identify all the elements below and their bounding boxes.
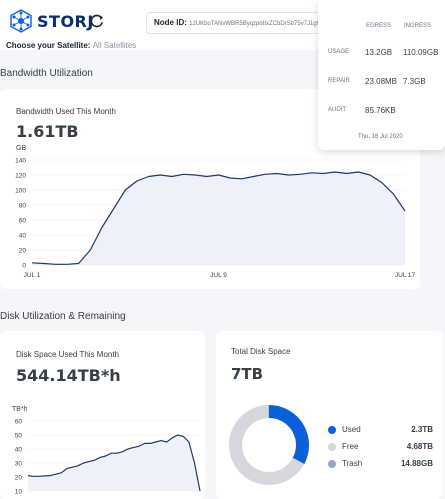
- pie-slice-trash: [268, 405, 269, 419]
- legend-label: Used: [342, 425, 361, 434]
- legend-dot: [328, 425, 336, 434]
- legend-value: 14.88GB: [400, 459, 433, 468]
- legend-value: 2.3TB: [411, 425, 433, 434]
- storj-logo[interactable]: STORJ: [9, 9, 94, 33]
- popup-row-label: USAGE: [328, 49, 350, 55]
- pie-slice-used: [269, 405, 309, 465]
- series-line: [31, 171, 406, 265]
- y-tick-label: 100: [15, 188, 26, 195]
- node-id-value: 12UKboTANvWBR5ByqzpotIxZCbDrSb75v7J1g9sV: [189, 21, 328, 27]
- area-fill: [32, 172, 405, 265]
- popup-header-egress: EGRESS: [366, 23, 392, 29]
- y-tick-label: 10: [15, 489, 23, 496]
- total-disk-card-label: Total Disk Space: [231, 347, 291, 356]
- x-tick-label: JUL 1: [24, 272, 41, 279]
- popup-row-ingress: 110.09GB: [403, 48, 439, 57]
- node-id-field[interactable]: Node ID: 12UKboTANvWBR5ByqzpotIxZCbDrSb7…: [146, 12, 336, 34]
- disk-chart: TB*h 10 20 30 40 50 60: [12, 406, 201, 496]
- legend-item-used: Used: [328, 425, 361, 434]
- storj-logo-icon: [10, 9, 32, 33]
- y-tick-label: 140: [15, 158, 26, 165]
- y-tick-label: 120: [15, 173, 26, 180]
- y-tick-label: 60: [19, 218, 27, 225]
- legend-dot: [328, 442, 336, 451]
- area-fill: [28, 435, 200, 491]
- legend-label: Trash: [342, 459, 363, 468]
- bandwidth-card-label: Bandwidth Used This Month: [16, 107, 116, 116]
- logo-text: STORJ: [37, 11, 94, 31]
- popup-header-ingress: INGRESS: [404, 23, 432, 29]
- node-id-label: Node ID:: [154, 18, 187, 27]
- popup-row-egress: 85.76KB: [365, 106, 396, 115]
- y-tick-label: 80: [19, 203, 27, 210]
- y-axis-unit: TB*h: [12, 406, 28, 413]
- total-disk-donut: [229, 405, 309, 485]
- disk-section-title: Disk Utilization & Remaining: [0, 311, 126, 322]
- popup-row-egress: 13.2GB: [365, 48, 393, 57]
- satellite-label: Choose your Satellite:: [6, 41, 91, 50]
- pie-slice-free: [229, 405, 305, 485]
- disk-card-label: Disk Space Used This Month: [16, 350, 120, 359]
- legend-label: Free: [342, 442, 359, 451]
- y-tick-label: 20: [19, 248, 27, 255]
- bandwidth-section-title: Bandwidth Utilization: [0, 68, 93, 79]
- bandwidth-chart: GB 0 20 40 60 80 100 120 140 JUL 1 JUL 9 JUL 17: [15, 145, 416, 279]
- legend-value: 4.68TB: [406, 442, 433, 451]
- y-tick-label: 40: [15, 447, 23, 454]
- popup-row-label: REPAIR: [328, 78, 350, 84]
- y-tick-label: 50: [15, 433, 23, 440]
- y-tick-label: 60: [15, 419, 23, 426]
- x-tick-label: JUL 17: [395, 272, 416, 279]
- disk-card: Disk Space Used This Month 544.14TB*h TB…: [0, 331, 205, 499]
- y-tick-label: 0: [22, 263, 26, 270]
- bandwidth-value: 1.61TB: [16, 122, 79, 141]
- popup-row-ingress: 7.3GB: [403, 77, 426, 86]
- popup-row-label: AUDIT: [328, 107, 346, 113]
- y-tick-label: 30: [15, 461, 23, 468]
- refresh-icon[interactable]: [89, 13, 105, 29]
- legend-item-trash: Trash: [328, 459, 362, 468]
- disk-value: 544.14TB*h: [16, 366, 121, 385]
- series-line: [27, 434, 201, 492]
- satellite-value: All Satellites: [92, 41, 137, 50]
- total-disk-card: Total Disk Space 7TB Used 2.3TB Free 4.68TB…: [216, 331, 443, 499]
- popup-date: Thu, 16 Jul 2020: [358, 134, 403, 140]
- legend-item-free: Free: [328, 442, 358, 451]
- satellite-selector[interactable]: Choose your Satellite: All Satellites: [6, 41, 136, 50]
- y-axis-unit: GB: [16, 145, 26, 152]
- y-tick-label: 20: [15, 475, 23, 482]
- legend-dot: [328, 459, 336, 468]
- bandwidth-tooltip: EGRESS INGRESS USAGE 13.2GB 110.09GB REP…: [318, 0, 445, 150]
- y-tick-label: 40: [19, 233, 27, 240]
- total-disk-value: 7TB: [231, 365, 264, 383]
- popup-row-egress: 23.08MB: [365, 77, 398, 86]
- x-tick-label: JUL 9: [210, 272, 227, 279]
